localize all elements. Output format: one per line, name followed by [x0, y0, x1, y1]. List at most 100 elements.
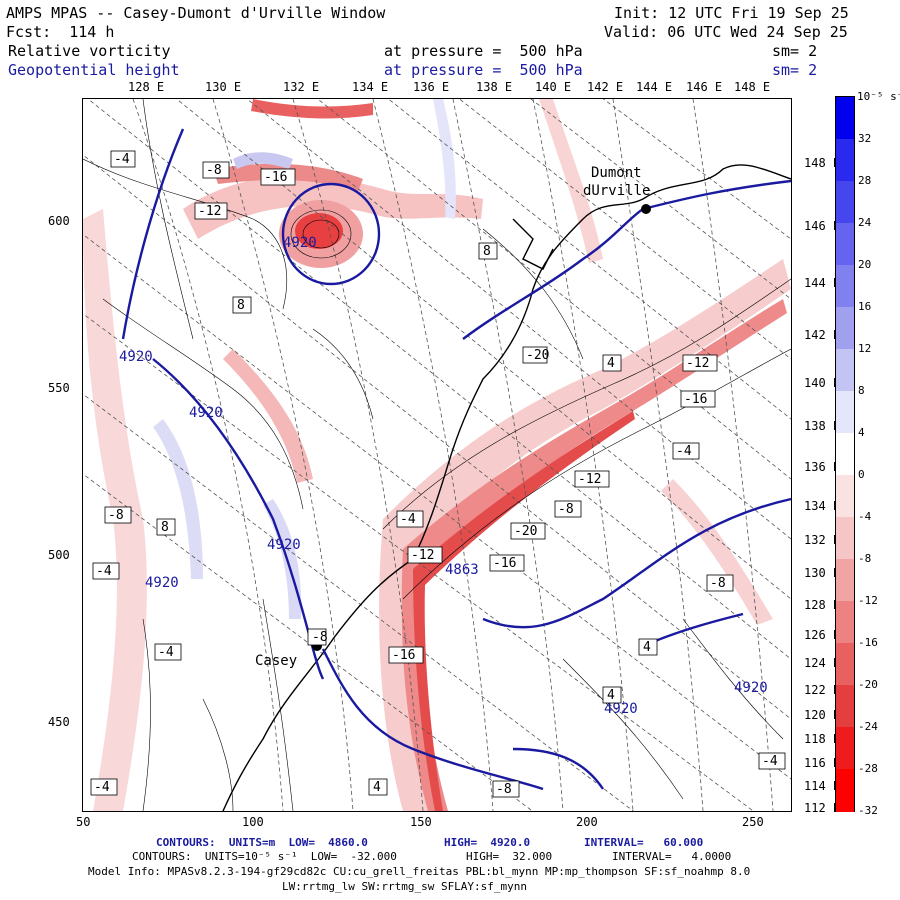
height-label: 4920 [734, 680, 768, 696]
svg-text:8: 8 [161, 520, 169, 535]
vort-label-box: -12 [407, 546, 443, 564]
vort-label-box: -8 [202, 161, 230, 179]
svg-text:-4: -4 [400, 512, 416, 527]
colorbar-cell [836, 643, 854, 686]
svg-text:4: 4 [607, 688, 615, 703]
colorbar-label: 12 [858, 342, 872, 355]
y-tick-label: 550 [48, 381, 70, 395]
colorbar [835, 96, 855, 812]
svg-text:4: 4 [643, 640, 651, 655]
vort-label-box: -8 [706, 574, 734, 592]
svg-text:-4: -4 [94, 780, 110, 795]
field2-level: at pressure = 500 hPa [384, 61, 583, 79]
svg-text:-16: -16 [392, 648, 415, 663]
colorbar-label: 16 [858, 300, 872, 313]
svg-text:-12: -12 [411, 548, 434, 563]
vort-label-box: 8 [232, 296, 252, 314]
lon-label: 140 E [535, 80, 572, 94]
x-tick-label: 100 [242, 815, 264, 829]
height-label: 4920 [604, 701, 638, 717]
vort-label-box: 4 [602, 354, 622, 372]
svg-text:-8: -8 [312, 630, 328, 645]
colorbar-cell [836, 391, 854, 434]
colorbar-cell [836, 349, 854, 392]
colorbar-label: 4 [858, 426, 865, 439]
svg-text:-4: -4 [676, 444, 692, 459]
vort-label-box: 4 [368, 778, 388, 796]
svg-text:-16: -16 [264, 170, 287, 185]
vorticity-labels: -4 -8 -12 -16 -20 -8 -16 -12 -4 4 8 -8 -… [90, 150, 786, 798]
colorbar-label: -16 [858, 636, 878, 649]
colorbar-label: 32 [858, 132, 872, 145]
vort-label-box: -8 [492, 780, 520, 798]
colorbar-cell [836, 139, 854, 182]
svg-text:-4: -4 [762, 754, 778, 769]
colorbar-cell [836, 97, 854, 140]
lon-label: 142 E [587, 80, 624, 94]
lon-label: 136 E [413, 80, 450, 94]
height-label: 4920 [189, 405, 223, 421]
svg-text:4: 4 [373, 780, 381, 795]
dumont-label-1: Dumont [591, 165, 642, 181]
colorbar-cell [836, 265, 854, 308]
stations: Dumont dUrville Casey [255, 165, 651, 669]
vorticity-contour-high: HIGH= 32.000 [466, 850, 553, 863]
colorbar-label: -8 [858, 552, 872, 565]
geopotential-contours [121, 128, 791, 791]
field1-level: at pressure = 500 hPa [384, 42, 583, 60]
height-contour-info: CONTOURS: UNITS=m LOW= 4860.0 [156, 836, 368, 849]
colorbar-unit: 10⁻⁵ s⁻¹ [857, 90, 900, 103]
svg-text:8: 8 [237, 298, 245, 313]
colorbar-label: -4 [858, 510, 872, 523]
vort-label-box: -12 [194, 202, 228, 220]
vort-label-box: -12 [682, 354, 718, 372]
svg-text:8: 8 [483, 244, 491, 259]
vort-label-box: -16 [260, 168, 296, 186]
height-label: 4920 [267, 537, 301, 553]
model-info-2: LW:rrtmg_lw SW:rrtmg_sw SFLAY:sf_mynn [282, 880, 528, 893]
height-contour-interval: INTERVAL= 60.000 [584, 836, 704, 849]
colorbar-label: 0 [858, 468, 865, 481]
height-label: 4920 [119, 349, 153, 365]
colorbar-cell [836, 559, 854, 602]
colorbar-cell [836, 181, 854, 224]
vort-label-box: -4 [92, 562, 120, 580]
lon-label: 144 E [636, 80, 673, 94]
svg-text:-12: -12 [686, 356, 709, 371]
lon-label: 130 E [205, 80, 242, 94]
model-info: Model Info: MPASv8.2.3-194-gf29cd82c CU:… [88, 865, 751, 878]
field1-name: Relative vorticity [8, 42, 171, 60]
dumont-durville-marker [641, 204, 651, 214]
lon-label: 146 E [686, 80, 723, 94]
colorbar-label: -24 [858, 720, 878, 733]
svg-text:-16: -16 [684, 392, 707, 407]
height-label: 4863 [445, 562, 479, 578]
graticule [83, 99, 791, 811]
svg-text:-4: -4 [96, 564, 112, 579]
vort-label-box: 8 [156, 518, 176, 536]
height-label: 4920 [283, 235, 317, 251]
map-svg: Dumont dUrville Casey 4920 4920 4920 492… [83, 99, 791, 811]
svg-text:-8: -8 [710, 576, 726, 591]
svg-text:-8: -8 [558, 502, 574, 517]
vort-label-box: -20 [522, 346, 549, 364]
colorbar-label: -28 [858, 762, 878, 775]
svg-text:-4: -4 [114, 152, 130, 167]
vort-label-box: -8 [307, 628, 328, 646]
colorbar-cell [836, 685, 854, 728]
vort-label-box: -4 [672, 442, 700, 460]
x-tick-label: 250 [742, 815, 764, 829]
svg-text:4: 4 [607, 356, 615, 371]
colorbar-label: 8 [858, 384, 865, 397]
lon-label: 138 E [476, 80, 513, 94]
lon-label: 132 E [283, 80, 320, 94]
vorticity-contour-info: CONTOURS: UNITS=10⁻⁵ s⁻¹ LOW= -32.000 [132, 850, 397, 863]
colorbar-label: -12 [858, 594, 878, 607]
vorticity-contours [83, 99, 791, 811]
colorbar-cell [836, 601, 854, 644]
svg-text:-8: -8 [108, 508, 124, 523]
svg-text:-16: -16 [493, 556, 516, 571]
colorbar-label: -20 [858, 678, 878, 691]
svg-text:-20: -20 [526, 348, 549, 363]
vort-label-box: -20 [510, 522, 546, 540]
